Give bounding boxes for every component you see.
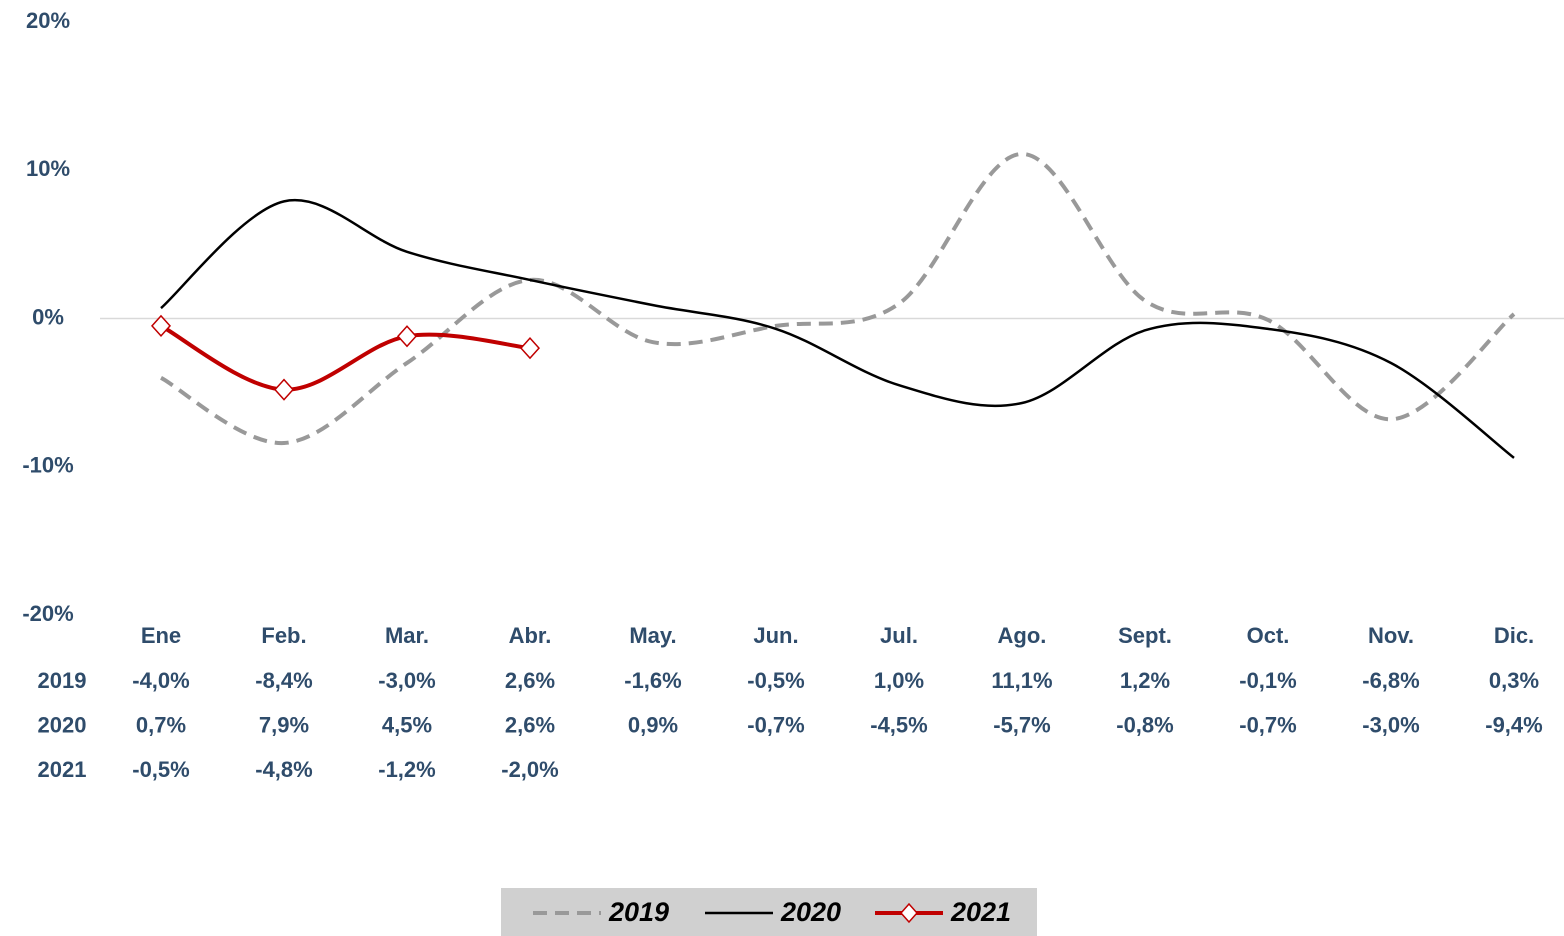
series-line <box>160 324 531 392</box>
x-tick-label: Dic. <box>1494 623 1534 648</box>
table-value: -2,0% <box>501 757 558 782</box>
table-value: 0,9% <box>628 712 678 737</box>
y-tick-label: 0% <box>32 304 64 329</box>
y-tick-label: 20% <box>26 8 70 33</box>
table-value: 1,2% <box>1120 668 1170 693</box>
table-value: -4,0% <box>132 668 189 693</box>
table-row-label: 2021 <box>38 757 87 782</box>
table-value: -3,0% <box>1362 712 1419 737</box>
series-line <box>160 198 1515 459</box>
table-value: -0,7% <box>1239 712 1296 737</box>
legend-label: 2021 <box>950 897 1011 927</box>
x-tick-label: Oct. <box>1247 623 1290 648</box>
table-value: 2,6% <box>505 712 555 737</box>
table-value: 4,5% <box>382 712 432 737</box>
x-tick-label: Abr. <box>509 623 552 648</box>
y-tick-label: -10% <box>22 453 73 478</box>
x-tick-label: Feb. <box>261 623 306 648</box>
table-value: 2,6% <box>505 668 555 693</box>
series-marker <box>150 314 172 338</box>
table-value: 1,0% <box>874 668 924 693</box>
x-tick-label: Ago. <box>998 623 1047 648</box>
y-tick-label: -20% <box>22 601 73 626</box>
table-value: -0,1% <box>1239 668 1296 693</box>
x-tick-label: Ene <box>141 623 181 648</box>
table-value: -4,8% <box>255 757 312 782</box>
series-marker <box>519 337 541 360</box>
x-tick-label: Sept. <box>1118 623 1172 648</box>
table-row-label: 2019 <box>38 668 87 693</box>
table-value: -5,7% <box>993 712 1050 737</box>
series-line <box>160 151 1516 446</box>
x-tick-label: May. <box>629 623 676 648</box>
x-tick-label: Nov. <box>1368 623 1414 648</box>
table-value: -8,4% <box>255 668 312 693</box>
table-value: -0,5% <box>132 757 189 782</box>
table-row-label: 2020 <box>38 712 87 737</box>
table-value: 7,9% <box>259 712 309 737</box>
legend-label: 2020 <box>780 897 841 927</box>
series-marker <box>396 325 418 348</box>
table-value: -4,5% <box>870 712 927 737</box>
table-value: -1,2% <box>378 757 435 782</box>
table-value: 0,7% <box>136 712 186 737</box>
table-value: -6,8% <box>1362 668 1419 693</box>
x-tick-label: Jul. <box>880 623 918 648</box>
x-tick-label: Jun. <box>753 623 798 648</box>
y-tick-label: 10% <box>26 156 70 181</box>
legend-label: 2019 <box>608 897 669 927</box>
table-value: 11,1% <box>991 668 1052 693</box>
table-value: -9,4% <box>1485 712 1542 737</box>
table-value: -1,6% <box>624 668 681 693</box>
series-marker <box>273 378 295 401</box>
table-value: -0,8% <box>1116 712 1173 737</box>
legend-marker <box>899 902 919 924</box>
table-value: -0,7% <box>747 712 804 737</box>
table-value: -0,5% <box>747 668 804 693</box>
table-value: 0,3% <box>1489 668 1539 693</box>
x-tick-label: Mar. <box>385 623 429 648</box>
table-value: -3,0% <box>378 668 435 693</box>
